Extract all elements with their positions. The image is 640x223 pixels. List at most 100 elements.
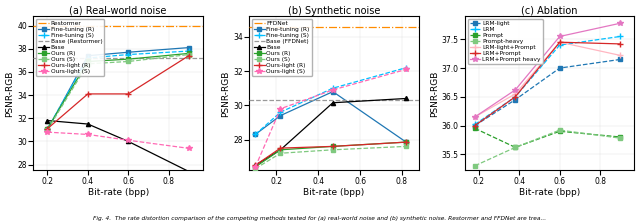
Ours (S)	[276, 152, 284, 155]
Prompt-heavy	[471, 164, 479, 167]
Base	[403, 97, 410, 100]
Ours-light (R)	[185, 54, 193, 57]
Ours (S)	[44, 128, 51, 131]
LRM	[511, 95, 519, 98]
Ours-light (S)	[44, 131, 51, 134]
Ours (R)	[84, 60, 92, 63]
Ours-light (R)	[252, 164, 259, 167]
Fine-tuning (R)	[276, 114, 284, 117]
Fine-tuning (R)	[84, 54, 92, 57]
Ours-light (R)	[124, 93, 132, 95]
Line: Ours-light (S): Ours-light (S)	[253, 67, 409, 170]
Ours (S)	[252, 167, 259, 170]
Line: LRM-light: LRM-light	[473, 57, 622, 128]
Base	[124, 140, 132, 143]
Line: Base: Base	[253, 96, 408, 167]
Ours (R)	[44, 127, 51, 130]
Fine-tuning (S)	[124, 53, 132, 56]
Title: (b) Synthetic noise: (b) Synthetic noise	[288, 6, 380, 16]
Fine-tuning (S)	[84, 57, 92, 59]
Ours (S)	[403, 145, 410, 148]
LRM+Prompt	[556, 41, 564, 43]
Fine-tuning (S)	[185, 50, 193, 52]
LRM+Prompt	[616, 43, 624, 45]
Y-axis label: PSNR-RGB: PSNR-RGB	[430, 70, 439, 117]
Ours (S)	[84, 62, 92, 65]
LRM	[616, 35, 624, 38]
LRM+Prompt	[471, 124, 479, 127]
LRM	[556, 44, 564, 46]
X-axis label: Bit-rate (bpp): Bit-rate (bpp)	[303, 188, 365, 197]
Ours (R)	[185, 52, 193, 55]
Ours (S)	[329, 149, 337, 151]
Prompt-heavy	[511, 146, 519, 149]
LRM-light	[471, 124, 479, 127]
Fine-tuning (R)	[124, 51, 132, 54]
LRM+Prompt heavy	[556, 35, 564, 38]
Prompt	[511, 146, 519, 149]
Title: (c) Ablation: (c) Ablation	[522, 6, 578, 16]
Ours-light (S)	[403, 68, 410, 71]
Ours-light (S)	[84, 133, 92, 136]
LRM	[471, 123, 479, 126]
Ours-light (R)	[84, 93, 92, 95]
Fine-tuning (S)	[403, 66, 410, 69]
Fine-tuning (R)	[403, 141, 410, 143]
Title: (a) Real-world noise: (a) Real-world noise	[70, 6, 167, 16]
Fine-tuning (R)	[44, 128, 51, 131]
Fine-tuning (R)	[252, 133, 259, 136]
LRM-light	[511, 98, 519, 101]
Line: Prompt-heavy: Prompt-heavy	[473, 128, 622, 168]
Base	[44, 119, 51, 122]
LRM+Prompt heavy	[471, 116, 479, 118]
Prompt	[471, 127, 479, 130]
Base	[329, 101, 337, 104]
Legend: LRM-light, LRM, Prompt, Prompt-heavy, LRM-light+Prompt, LRM+Prompt, LRM+Prompt h: LRM-light, LRM, Prompt, Prompt-heavy, LR…	[468, 19, 543, 64]
Line: LRM: LRM	[472, 34, 623, 127]
Ours-light (S)	[124, 139, 132, 142]
LRM+Prompt heavy	[616, 22, 624, 25]
Ours-light (S)	[276, 107, 284, 110]
LRM-light+Prompt	[511, 93, 519, 95]
Line: LRM+Prompt: LRM+Prompt	[472, 39, 623, 128]
Line: Ours (S): Ours (S)	[253, 144, 408, 171]
Ours-light (R)	[276, 147, 284, 149]
Y-axis label: PSNR-RGB: PSNR-RGB	[221, 70, 230, 117]
Ours-light (R)	[329, 145, 337, 148]
Line: Fine-tuning (R): Fine-tuning (R)	[45, 45, 191, 132]
Ours (R)	[252, 166, 259, 168]
Text: Fig. 4.  The rate distortion comparison of the competing methods tested for (a) : Fig. 4. The rate distortion comparison o…	[93, 216, 547, 221]
Line: LRM-light+Prompt: LRM-light+Prompt	[472, 39, 623, 120]
Y-axis label: PSNR-RGB: PSNR-RGB	[6, 70, 15, 117]
Ours (R)	[124, 58, 132, 60]
Prompt	[556, 130, 564, 133]
Fine-tuning (S)	[252, 133, 259, 136]
LRM+Prompt	[511, 95, 519, 98]
Line: Fine-tuning (S): Fine-tuning (S)	[253, 65, 409, 137]
Prompt	[616, 136, 624, 138]
LRM+Prompt heavy	[511, 89, 519, 91]
Line: Fine-tuning (R): Fine-tuning (R)	[253, 90, 408, 144]
Ours-light (R)	[403, 141, 410, 143]
Fine-tuning (S)	[276, 111, 284, 114]
Fine-tuning (S)	[44, 127, 51, 130]
Ours (R)	[329, 145, 337, 148]
Line: Prompt: Prompt	[473, 126, 622, 149]
Prompt-heavy	[616, 137, 624, 140]
Fine-tuning (S)	[329, 87, 337, 90]
Ours-light (S)	[252, 166, 259, 168]
Ours (R)	[276, 149, 284, 151]
LRM-light	[556, 67, 564, 69]
Ours-light (S)	[185, 147, 193, 150]
Line: Ours-light (R): Ours-light (R)	[45, 53, 191, 131]
Base	[276, 149, 284, 151]
Base	[84, 123, 92, 125]
LRM-light+Prompt	[556, 41, 564, 43]
Ours (R)	[403, 141, 410, 143]
Line: Ours-light (R): Ours-light (R)	[253, 139, 409, 168]
Ours (S)	[124, 60, 132, 63]
Base	[185, 170, 193, 173]
Line: Ours (R): Ours (R)	[253, 140, 408, 169]
Ours-light (R)	[44, 127, 51, 130]
Line: Fine-tuning (S): Fine-tuning (S)	[45, 48, 191, 131]
